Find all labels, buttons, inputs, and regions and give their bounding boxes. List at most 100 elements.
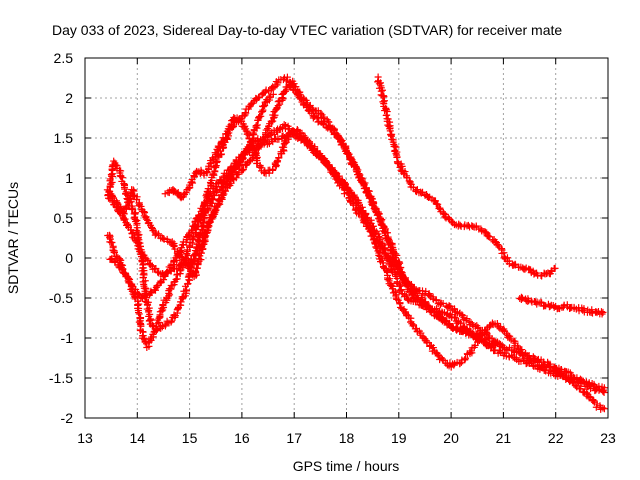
x-axis-title: GPS time / hours xyxy=(293,458,400,474)
data-point xyxy=(445,302,453,310)
data-point xyxy=(215,195,223,203)
data-point xyxy=(166,291,174,299)
data-point xyxy=(135,309,143,317)
data-point xyxy=(417,189,425,197)
data-point xyxy=(108,163,116,171)
y-tick-label: -1.5 xyxy=(49,370,73,386)
data-point xyxy=(481,228,489,236)
data-point xyxy=(453,325,461,333)
x-tick-label: 15 xyxy=(182,430,198,446)
data-point xyxy=(129,205,137,213)
data-point xyxy=(600,405,608,413)
data-point xyxy=(392,150,400,158)
data-point xyxy=(377,214,385,222)
data-point xyxy=(322,160,330,168)
data-point xyxy=(525,352,533,360)
data-point xyxy=(111,257,119,265)
data-point xyxy=(269,117,277,125)
data-point xyxy=(177,298,185,306)
y-tick-label: -0.5 xyxy=(49,290,73,306)
data-point xyxy=(201,233,209,241)
data-point xyxy=(184,280,192,288)
x-tick-label: 21 xyxy=(496,430,512,446)
data-point xyxy=(240,154,248,162)
data-point xyxy=(199,245,207,253)
data-point xyxy=(168,238,176,246)
data-point xyxy=(373,211,381,219)
data-point xyxy=(272,105,280,113)
data-point xyxy=(129,229,137,237)
data-point xyxy=(462,354,470,362)
data-point xyxy=(259,103,267,111)
data-point xyxy=(365,187,373,195)
data-point xyxy=(111,248,119,256)
data-point xyxy=(598,310,606,318)
data-point xyxy=(111,161,119,169)
x-tick-label: 20 xyxy=(443,430,459,446)
data-point xyxy=(397,286,405,294)
series-track-6 xyxy=(374,73,559,280)
data-point xyxy=(338,140,346,148)
data-point xyxy=(144,257,152,265)
y-tick-label: 2 xyxy=(65,90,73,106)
data-point xyxy=(381,228,389,236)
data-point xyxy=(440,210,448,218)
data-point xyxy=(252,122,260,130)
data-point xyxy=(402,281,410,289)
data-point xyxy=(108,196,116,204)
data-point xyxy=(467,319,475,327)
data-point xyxy=(406,179,414,187)
data-point xyxy=(121,215,129,223)
data-point xyxy=(355,170,363,178)
data-point xyxy=(117,173,125,181)
data-point xyxy=(274,79,282,87)
data-point xyxy=(107,255,115,263)
y-tick-label: -1 xyxy=(61,330,74,346)
data-point xyxy=(506,334,514,342)
data-point xyxy=(133,239,141,247)
data-point xyxy=(390,253,398,261)
data-point xyxy=(599,404,607,412)
data-point xyxy=(297,95,305,103)
data-point xyxy=(283,73,291,81)
x-tick-label: 18 xyxy=(339,430,355,446)
data-point xyxy=(446,303,454,311)
data-point xyxy=(429,344,437,352)
y-tick-label: 0.5 xyxy=(54,210,74,226)
data-point xyxy=(119,174,127,182)
data-point xyxy=(197,249,205,257)
data-point xyxy=(174,305,182,313)
data-point xyxy=(185,264,193,272)
data-point xyxy=(319,119,327,127)
data-point xyxy=(136,247,144,255)
data-point xyxy=(517,293,525,301)
data-point xyxy=(402,292,410,300)
data-point xyxy=(546,362,554,370)
data-point xyxy=(502,345,510,353)
data-point xyxy=(107,238,115,246)
data-point xyxy=(280,121,288,129)
data-point xyxy=(222,181,230,189)
data-points xyxy=(103,73,608,413)
data-point xyxy=(467,347,475,355)
data-point xyxy=(166,266,174,274)
x-tick-label: 16 xyxy=(234,430,250,446)
data-point xyxy=(436,204,444,212)
data-point xyxy=(588,306,596,314)
data-point xyxy=(197,256,205,264)
data-point xyxy=(445,320,453,328)
data-point xyxy=(175,262,183,270)
data-point xyxy=(447,217,455,225)
data-point xyxy=(409,183,417,191)
data-point xyxy=(599,308,607,316)
data-point xyxy=(195,211,203,219)
data-point xyxy=(172,275,180,283)
data-point xyxy=(579,377,587,385)
y-tick-label: 0 xyxy=(65,250,73,266)
y-tick-label: 2.5 xyxy=(54,50,74,66)
data-point xyxy=(162,320,170,328)
data-point xyxy=(138,257,146,265)
data-point xyxy=(173,271,181,279)
